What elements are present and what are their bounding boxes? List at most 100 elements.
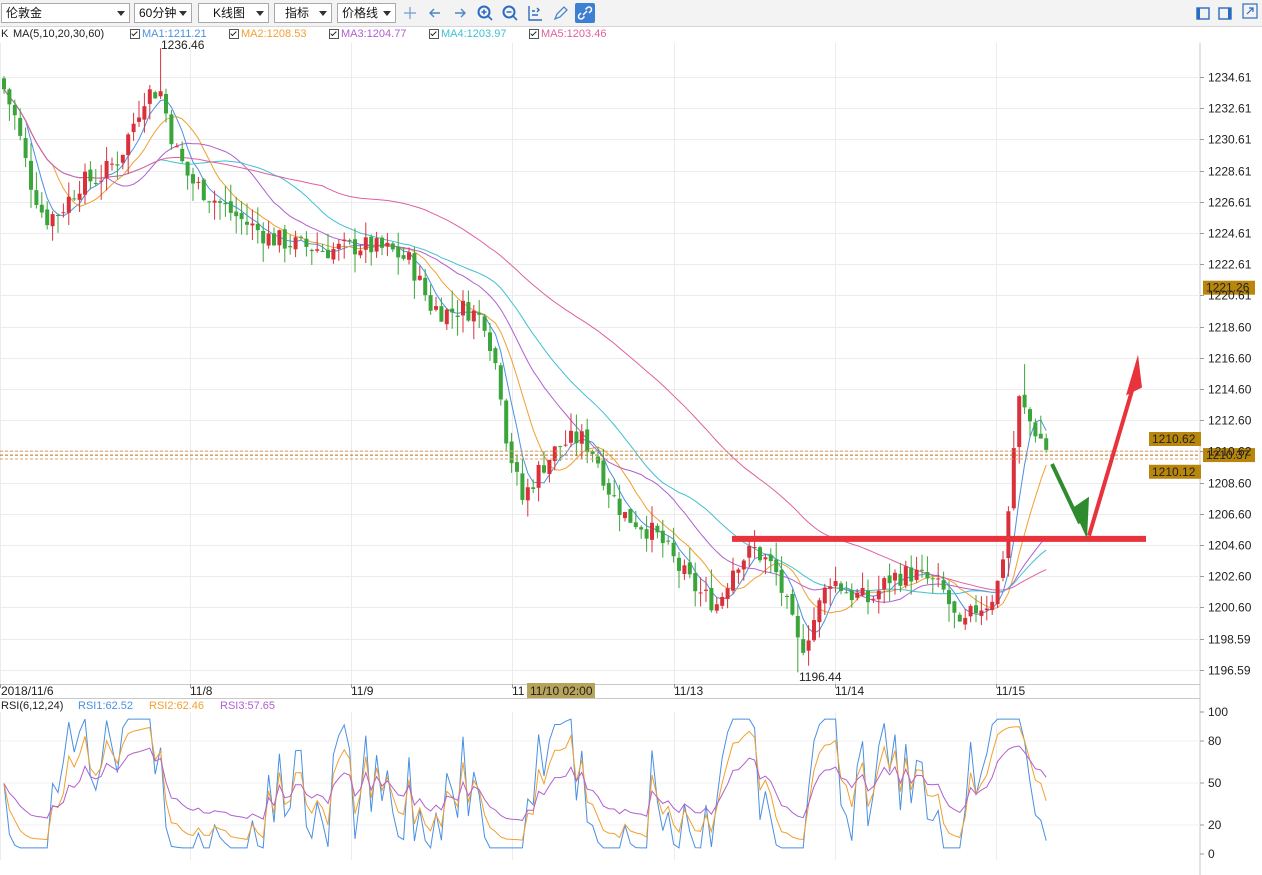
candle — [390, 241, 395, 253]
zoom-in-icon[interactable] — [475, 3, 495, 23]
arrow-left-icon[interactable] — [425, 3, 445, 23]
candle — [574, 414, 579, 457]
candle-body — [914, 569, 919, 580]
candle — [585, 418, 590, 464]
candle — [363, 222, 368, 264]
axis-scale-icon[interactable] — [525, 3, 545, 23]
period-select[interactable]: 60分钟 — [134, 3, 192, 23]
candle-body — [882, 578, 887, 590]
zoom-out-icon[interactable] — [500, 3, 520, 23]
candle — [336, 239, 341, 261]
link-icon[interactable] — [575, 3, 595, 23]
y-tick-label: 1230.61 — [1208, 133, 1252, 147]
rsi-panel: 100 80 50 20 0 — [0, 705, 1228, 861]
candle-body — [930, 578, 935, 580]
candle — [682, 559, 687, 580]
candle — [882, 576, 887, 604]
arrow-right-icon[interactable] — [450, 3, 470, 23]
candle-body — [363, 237, 368, 250]
y-tick-label: 1214.60 — [1208, 383, 1252, 397]
candle-body — [547, 459, 552, 474]
candle — [66, 182, 71, 226]
candle-body — [34, 190, 39, 206]
candle-body — [2, 78, 6, 90]
layout-right-icon[interactable] — [1215, 3, 1235, 23]
min-price-label: 1196.44 — [799, 670, 842, 684]
candle-body — [736, 569, 741, 573]
checkbox-icon[interactable] — [329, 29, 339, 40]
checkbox-icon[interactable] — [130, 29, 140, 40]
ma4-legend[interactable]: MA4:1203.97 — [429, 27, 506, 41]
candle-body — [785, 595, 789, 597]
price-line-select-value: 价格线 — [342, 6, 379, 20]
pen-icon[interactable] — [551, 3, 571, 23]
candle — [531, 479, 536, 494]
ma2-label: MA2:1208.53 — [241, 28, 307, 40]
candle — [839, 581, 843, 595]
candle — [920, 554, 924, 578]
candle — [412, 246, 417, 299]
candle — [655, 523, 660, 539]
candle — [466, 290, 471, 322]
candle-body — [439, 306, 444, 322]
period-select-value: 60分钟 — [139, 6, 177, 20]
candle — [601, 448, 606, 491]
candle-body — [77, 193, 82, 200]
candle — [131, 112, 136, 141]
candle-body — [563, 444, 568, 446]
y-tick-label: 1228.61 — [1208, 165, 1252, 179]
candle — [93, 169, 98, 186]
candle — [12, 99, 17, 130]
rsi1-line — [3, 718, 1047, 850]
ma1-legend[interactable]: MA1:1211.21 — [130, 27, 207, 41]
ma3-legend[interactable]: MA3:1204.77 — [329, 27, 406, 41]
expand-icon[interactable] — [1240, 1, 1260, 21]
candle — [320, 243, 325, 252]
candle-body — [628, 508, 633, 523]
candle-body — [979, 610, 984, 616]
candle-body — [941, 580, 946, 590]
candle-body — [828, 586, 833, 589]
candle — [239, 201, 244, 235]
chart-type-select[interactable]: K线图 — [198, 3, 269, 23]
candle-body — [866, 590, 870, 603]
candle-body — [7, 89, 12, 105]
candle — [29, 143, 33, 208]
x-tick-label: 11/10 02:00 — [530, 684, 593, 698]
chevron-down-icon — [117, 11, 125, 16]
candle-body — [120, 154, 125, 163]
ma2-legend[interactable]: MA2:1208.53 — [229, 27, 306, 41]
candle-body — [207, 201, 212, 203]
checkbox-icon[interactable] — [529, 29, 539, 40]
checkbox-icon[interactable] — [229, 29, 239, 40]
candle-body — [277, 230, 282, 246]
candle — [617, 484, 622, 532]
symbol-select[interactable]: 伦敦金 — [1, 3, 130, 23]
candle — [563, 430, 568, 447]
price-line-select[interactable]: 价格线 — [337, 3, 396, 23]
candle — [72, 189, 77, 201]
candle — [898, 562, 903, 593]
checkbox-icon[interactable] — [429, 29, 439, 40]
candle-body — [390, 243, 395, 250]
ma5-legend[interactable]: MA5:1203.46 — [529, 27, 606, 41]
indicator-select[interactable]: 指标 — [274, 3, 332, 23]
candle — [423, 268, 428, 301]
candle-body — [936, 578, 941, 580]
candle — [482, 314, 487, 337]
chart-annotations: 1236.461196.441221.261210.621210.371210.… — [0, 38, 1255, 684]
y-tick-label: 1202.60 — [1208, 570, 1252, 584]
candle-body — [801, 639, 806, 653]
moving-average-lines — [3, 89, 1047, 634]
candle-body — [110, 163, 114, 165]
candle — [687, 548, 692, 579]
candle-body — [731, 570, 735, 591]
candle — [525, 478, 530, 517]
layout-left-icon[interactable] — [1193, 3, 1213, 23]
crosshair-icon[interactable] — [400, 3, 420, 23]
candle — [763, 553, 768, 575]
candle — [401, 246, 406, 261]
candle-body — [185, 161, 190, 176]
y-tick-label: 1212.60 — [1208, 414, 1252, 428]
